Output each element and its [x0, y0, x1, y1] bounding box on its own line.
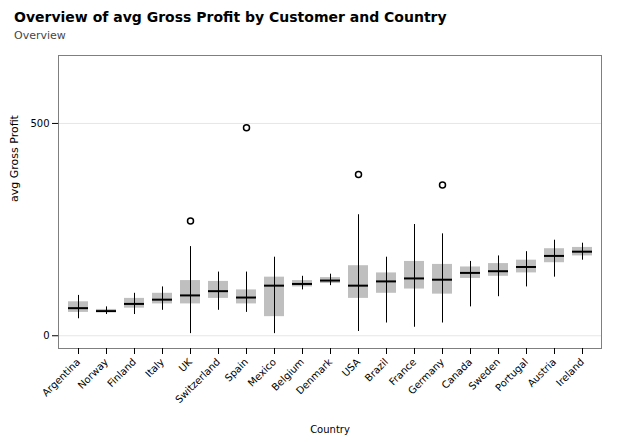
svg-text:500: 500 — [30, 118, 49, 129]
svg-text:0: 0 — [43, 330, 49, 341]
svg-text:Ireland: Ireland — [554, 356, 586, 388]
svg-text:Brazil: Brazil — [362, 356, 391, 384]
svg-text:UK: UK — [177, 356, 195, 374]
svg-text:Germany: Germany — [406, 356, 446, 396]
svg-text:Argentina: Argentina — [40, 356, 82, 398]
svg-text:Finland: Finland — [105, 356, 138, 389]
html-text:Overview of avg Gross Profit b: Overview of avg Gross Profit by Customer… — [14, 9, 447, 25]
svg-text:Mexico: Mexico — [245, 356, 279, 389]
svg-text:Belgium: Belgium — [269, 356, 307, 393]
svg-text:Canada: Canada — [439, 356, 475, 391]
svg-text:avg Gross Profit: avg Gross Profit — [8, 114, 21, 202]
svg-text:Austria: Austria — [525, 356, 558, 389]
svg-text:Spain: Spain — [222, 356, 251, 384]
svg-text:Switzerland: Switzerland — [173, 356, 222, 405]
svg-text:Denmark: Denmark — [294, 356, 334, 396]
svg-text:Italy: Italy — [143, 356, 166, 379]
svg-text:Sweden: Sweden — [466, 356, 503, 392]
svg-text:France: France — [386, 356, 419, 388]
svg-text:Norway: Norway — [76, 356, 111, 391]
html-text:Overview: Overview — [14, 29, 66, 42]
svg-text:Portugal: Portugal — [493, 356, 530, 393]
svg-text:Country: Country — [310, 424, 350, 435]
svg-text:USA: USA — [340, 356, 363, 379]
